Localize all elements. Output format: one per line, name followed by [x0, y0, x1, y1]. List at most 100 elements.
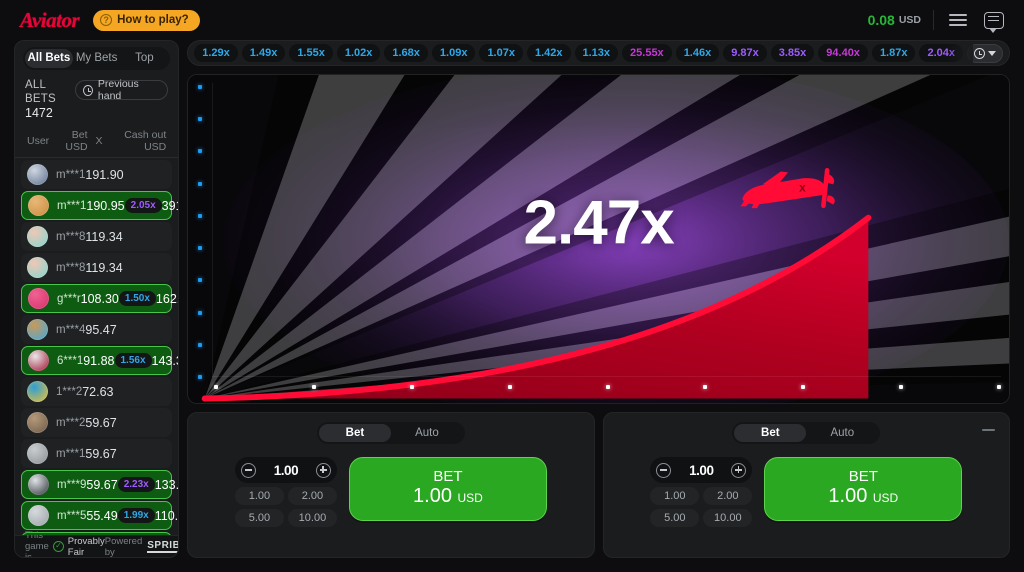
x-axis-line: [212, 376, 1001, 377]
bet-multiplier-wrap: 2.05x: [124, 198, 162, 213]
mode-bet[interactable]: Bet: [734, 424, 807, 442]
history-multiplier-pill[interactable]: 1.49x: [241, 44, 286, 62]
quick-stake-1.00[interactable]: 1.00: [234, 487, 284, 505]
bet-panel-body: 1.00 1.00 2.00 5.00 10.00 BET 1.00 USD: [234, 457, 547, 527]
stake-controls: 1.00 1.00 2.00 5.00 10.00: [234, 457, 337, 527]
y-axis-dot: [198, 85, 203, 89]
plus-circle-icon[interactable]: [731, 462, 747, 478]
tab-top[interactable]: Top: [135, 52, 154, 64]
multiplier-badge: 1.50x: [118, 291, 156, 306]
multiplier-badge: 2.23x: [117, 477, 155, 492]
bet-amount: 55.49: [86, 508, 118, 523]
history-multiplier-pill[interactable]: 1.87x: [871, 44, 916, 62]
avatar: [27, 257, 48, 278]
bets-column-header: User Bet USD X Cash out USD: [15, 127, 179, 158]
quick-stake-10.00[interactable]: 10.00: [703, 509, 753, 527]
table-row[interactable]: m***4 95.47: [21, 315, 173, 344]
table-row[interactable]: 1***2 72.63: [21, 377, 173, 406]
quick-stake-2.00[interactable]: 2.00: [703, 487, 753, 505]
multiplier-badge: 2.05x: [124, 198, 162, 213]
y-axis-dot: [198, 375, 203, 379]
divider: [933, 10, 934, 30]
history-multiplier-pill[interactable]: 1.13x: [574, 44, 619, 62]
tab-all-bets[interactable]: All Bets: [25, 49, 73, 68]
bet-button[interactable]: BET 1.00 USD: [764, 457, 963, 521]
previous-hand-button[interactable]: Previous hand: [74, 78, 169, 102]
history-toggle-button[interactable]: [967, 43, 1003, 63]
history-multiplier-pill[interactable]: 3.85x: [770, 44, 815, 62]
hamburger-menu-icon[interactable]: [946, 11, 970, 29]
x-axis-dot: [409, 385, 414, 389]
history-multiplier-pill[interactable]: 2.04x: [919, 44, 963, 62]
chat-bubble-icon[interactable]: [984, 11, 1004, 33]
plus-circle-icon[interactable]: [315, 462, 331, 478]
mode-bet[interactable]: Bet: [318, 424, 391, 442]
bet-user: m***5: [57, 509, 87, 522]
how-to-play-button[interactable]: ? How to play?: [93, 9, 200, 31]
minus-circle-icon[interactable]: [656, 462, 672, 478]
top-bar: Aviator ? How to play? 0.08 USD: [14, 0, 1010, 40]
cashout-amount: 391.45: [161, 198, 179, 213]
mode-auto[interactable]: Auto: [415, 427, 439, 439]
table-row[interactable]: m***555.492.14x118.75: [21, 532, 173, 535]
bet-multiplier-wrap: 1.99x: [117, 508, 155, 523]
history-multiplier-pill[interactable]: 1.07x: [479, 44, 523, 62]
mode-auto[interactable]: Auto: [830, 427, 855, 439]
bet-amount: 190.95: [86, 198, 125, 213]
top-bar-right: 0.08 USD: [867, 10, 1004, 33]
bets-list[interactable]: m***1191.90m***1190.952.05x391.45m***811…: [15, 158, 178, 535]
tab-my-bets[interactable]: My Bets: [75, 52, 118, 64]
history-multiplier-pill[interactable]: 1.46x: [675, 44, 720, 62]
bet-multiplier-wrap: 1.56x: [114, 353, 152, 368]
current-multiplier: 2.47x: [523, 188, 675, 258]
history-multiplier-pill[interactable]: 1.09x: [431, 44, 476, 62]
x-axis-dot: [214, 385, 219, 389]
bet-mode-switch: Bet Auto: [732, 422, 881, 444]
minus-circle-icon[interactable]: [240, 462, 256, 478]
bet-button-label: BET: [433, 468, 463, 485]
quick-stake-5.00[interactable]: 5.00: [234, 509, 284, 527]
bet-mode-switch: Bet Auto: [316, 422, 465, 444]
history-multiplier-pill[interactable]: 1.68x: [384, 44, 428, 62]
table-row[interactable]: m***8 119.34: [21, 222, 173, 251]
stake-value[interactable]: 1.00: [689, 462, 714, 478]
history-multiplier-pill[interactable]: 1.55x: [289, 44, 333, 62]
y-axis-dot: [198, 213, 203, 218]
history-multiplier-pill[interactable]: 9.87x: [723, 44, 767, 62]
history-multiplier-pill[interactable]: 94.40x: [818, 44, 868, 62]
bet-user: m***4: [56, 323, 86, 336]
quick-stake-10.00[interactable]: 10.00: [287, 509, 337, 527]
column-multiplier: X: [95, 135, 103, 147]
history-multiplier-pill[interactable]: 25.55x: [622, 44, 672, 62]
quick-stake-1.00[interactable]: 1.00: [650, 487, 700, 505]
bet-button[interactable]: BET 1.00 USD: [348, 457, 547, 521]
x-axis-dots: [214, 385, 1001, 393]
bet-user: m***1: [56, 447, 86, 460]
stake-value[interactable]: 1.00: [273, 462, 299, 478]
history-multiplier-pill[interactable]: 1.42x: [526, 44, 571, 62]
this-game-is-label: This game is: [25, 530, 49, 558]
how-to-play-label: How to play?: [117, 14, 189, 26]
balance-amount: 0.08: [867, 12, 895, 28]
quick-stake-2.00[interactable]: 2.00: [287, 487, 337, 505]
bet-amount: 119.34: [85, 229, 123, 244]
quick-stake-grid: 1.00 2.00 5.00 10.00: [234, 487, 337, 527]
provably-fair-label[interactable]: Provably Fair: [67, 535, 105, 558]
x-axis-dot: [801, 385, 806, 389]
table-row[interactable]: m***8 119.34: [21, 253, 173, 282]
history-multiplier-pill[interactable]: 1.29x: [194, 44, 238, 62]
bet-amount: 95.47: [85, 322, 117, 337]
table-row[interactable]: m***1 59.67: [21, 439, 173, 468]
history-multiplier-pill[interactable]: 1.02x: [336, 44, 381, 62]
table-row[interactable]: m***1 191.90: [21, 160, 173, 189]
quick-stake-5.00[interactable]: 5.00: [650, 509, 700, 527]
y-axis-dot: [198, 278, 203, 283]
minimize-icon[interactable]: [982, 429, 995, 431]
bet-amount: 72.63: [82, 384, 114, 399]
table-row[interactable]: m***2 59.67: [21, 408, 173, 437]
